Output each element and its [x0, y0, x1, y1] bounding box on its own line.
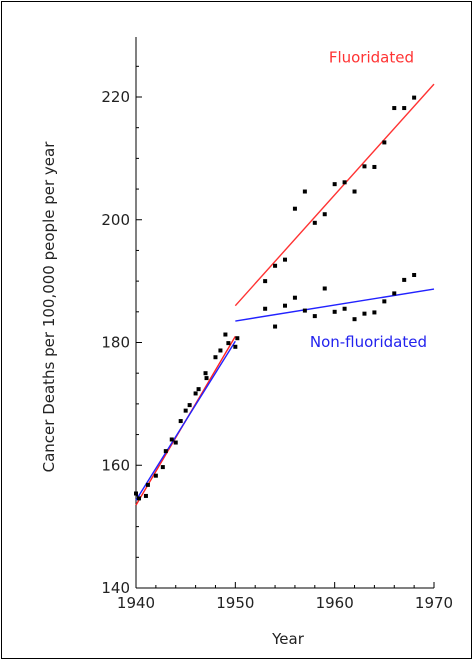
data-point	[153, 473, 158, 478]
data-point	[143, 493, 148, 498]
data-point	[362, 164, 367, 169]
data-point	[178, 419, 183, 424]
data-points	[134, 95, 417, 501]
data-point	[213, 355, 218, 360]
y-axis-label: Cancer Deaths per 100,000 people per yea…	[40, 141, 58, 473]
data-point	[263, 279, 268, 284]
data-point	[352, 317, 357, 322]
data-point	[402, 106, 407, 111]
trend-lines	[135, 83, 435, 506]
data-point	[372, 310, 377, 315]
data-point	[342, 306, 347, 311]
data-point	[302, 189, 307, 194]
data-point	[402, 277, 407, 282]
x-tick-label: 1970	[415, 594, 453, 612]
y-tick-label: 140	[101, 579, 130, 597]
data-point	[292, 206, 297, 211]
data-point	[145, 482, 150, 487]
x-tick-label: 1940	[117, 594, 155, 612]
trend-line	[234, 83, 435, 307]
data-point	[312, 314, 317, 319]
data-point	[312, 220, 317, 225]
y-tick-label: 180	[101, 334, 130, 352]
y-tick-label: 200	[101, 211, 130, 229]
data-point	[136, 496, 141, 501]
data-point	[273, 263, 278, 268]
data-point	[382, 299, 387, 304]
annotations: Fluoridated Non-fluoridated	[310, 49, 427, 351]
data-point	[169, 437, 174, 442]
data-point	[235, 336, 240, 341]
trend-line	[135, 340, 236, 501]
data-point	[193, 391, 198, 396]
x-tick-label: 1950	[216, 594, 254, 612]
data-point	[332, 309, 337, 314]
data-point	[134, 491, 138, 496]
data-point	[292, 295, 297, 300]
data-point	[352, 189, 357, 194]
data-point	[203, 371, 208, 376]
data-point	[342, 180, 347, 185]
data-point	[263, 306, 268, 311]
trend-line	[235, 288, 435, 322]
tick-labels: 140 160 180 200 220 1940 1950 1960 1970	[101, 88, 453, 612]
data-point	[392, 106, 397, 111]
data-point	[322, 286, 327, 291]
x-tick-label: 1960	[316, 594, 354, 612]
tick-marks	[135, 65, 435, 589]
data-point	[163, 449, 168, 454]
series-annotation: Fluoridated	[329, 49, 414, 67]
data-point	[362, 311, 367, 316]
data-point	[382, 140, 387, 145]
data-point	[273, 324, 278, 329]
y-tick-label: 220	[101, 88, 130, 106]
data-point	[183, 408, 188, 413]
data-point	[160, 465, 165, 470]
data-point	[322, 212, 327, 217]
data-point	[332, 182, 337, 187]
data-point	[302, 308, 307, 313]
data-point	[196, 387, 201, 392]
series-annotation: Non-fluoridated	[310, 333, 427, 351]
data-point	[187, 403, 192, 408]
data-point	[223, 332, 228, 337]
data-point	[283, 303, 287, 308]
data-point	[233, 344, 238, 349]
data-point	[218, 348, 223, 353]
x-axis-label: Year	[271, 630, 305, 648]
data-point	[412, 272, 417, 277]
data-point	[283, 257, 287, 262]
y-tick-label: 160	[101, 456, 130, 474]
data-point	[392, 291, 397, 296]
data-point	[173, 440, 178, 445]
data-point	[372, 164, 377, 169]
data-point	[412, 95, 417, 100]
data-point	[204, 376, 209, 381]
data-point	[226, 341, 231, 346]
